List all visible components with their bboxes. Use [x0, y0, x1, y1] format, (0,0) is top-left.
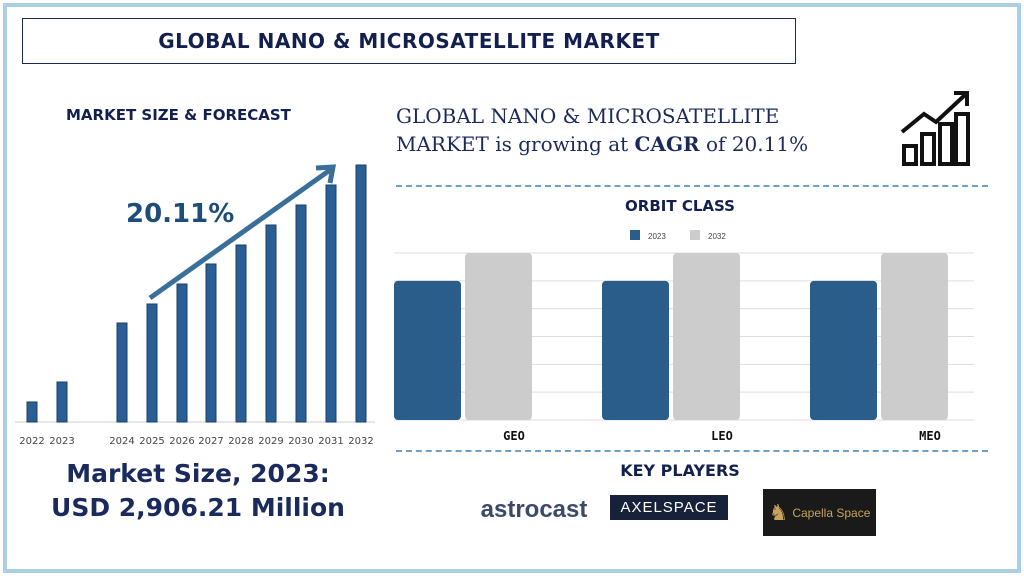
cagr-statement: GLOBAL NANO & MICROSATELLITE MARKET is g…	[396, 102, 856, 158]
tick-label: 2024	[109, 436, 134, 447]
key-players-title: KEY PLAYERS	[620, 461, 740, 480]
axelspace-logo: AXELSPACE	[610, 495, 728, 520]
growth-chart-arrow-icon	[900, 91, 970, 166]
cagr-value: of 20.11%	[699, 132, 809, 156]
tick-label: 2022	[19, 436, 44, 447]
bar-MEO-2023	[810, 280, 877, 420]
orbit-class-chart: 2023 2032 GEO LEO MEO	[394, 230, 974, 443]
market-size-heading: MARKET SIZE & FORECAST	[66, 106, 291, 124]
cagr-text: GLOBAL NANO & MICROSATELLITE MARKET is g…	[396, 104, 780, 156]
market-size-label: Market Size, 2023:	[66, 459, 330, 488]
market-size-text: Market Size, 2023: USD 2,906.21 Million	[18, 457, 378, 525]
orbit-chart-title: ORBIT CLASS	[625, 197, 735, 215]
capella-space-logo: ♞ Capella Space	[763, 489, 876, 536]
category-label: MEO	[919, 429, 941, 443]
bar-2027	[205, 263, 217, 423]
bar-GEO-2023	[394, 280, 461, 420]
tick-label: 2029	[258, 436, 283, 447]
tick-label: 2030	[288, 436, 313, 447]
tick-label: 2032	[348, 436, 373, 447]
bar-2024	[116, 322, 128, 423]
legend-label: 2023	[648, 232, 666, 241]
cagr-bold: CAGR	[634, 132, 700, 156]
market-size-value: USD 2,906.21 Million	[51, 493, 345, 522]
category-label: GEO	[503, 429, 525, 443]
bar-LEO-2023	[602, 280, 669, 420]
bar-2030	[295, 204, 307, 423]
bar-2029	[265, 224, 277, 423]
trend-arrow	[148, 167, 332, 301]
tick-label: 2023	[49, 436, 74, 447]
divider	[396, 185, 988, 187]
legend-label: 2032	[708, 232, 726, 241]
tick-label: 2026	[169, 436, 194, 447]
bar-2022	[26, 401, 38, 423]
arrow-head	[315, 164, 337, 184]
legend-swatch-2032	[690, 230, 700, 240]
page-frame	[3, 3, 1021, 573]
bar-MEO-2032	[881, 253, 948, 420]
tick-label: 2028	[228, 436, 253, 447]
bar-2023	[56, 381, 68, 423]
bar-GEO-2032	[465, 253, 532, 420]
bar-2031	[325, 184, 337, 423]
cagr-annotation: 20.11%	[126, 199, 234, 229]
bar-LEO-2032	[673, 253, 740, 420]
tick-label: 2031	[318, 436, 343, 447]
tick-label: 2025	[139, 436, 164, 447]
bar-2028	[235, 244, 247, 423]
legend-swatch-2023	[630, 230, 640, 240]
page-title: GLOBAL NANO & MICROSATELLITE MARKET	[22, 18, 796, 64]
category-label: LEO	[711, 429, 733, 443]
tick-label: 2027	[198, 436, 223, 447]
divider	[396, 450, 988, 452]
capella-text: Capella Space	[792, 505, 871, 520]
astrocast-logo: astrocast	[480, 496, 588, 523]
bar-2025	[146, 303, 158, 423]
bar-2026	[176, 283, 188, 423]
bar-2032	[355, 164, 367, 423]
market-forecast-chart: 2022 2023 2024 2025 2026 2027 2028 2029 2030 2031…	[15, 164, 375, 447]
